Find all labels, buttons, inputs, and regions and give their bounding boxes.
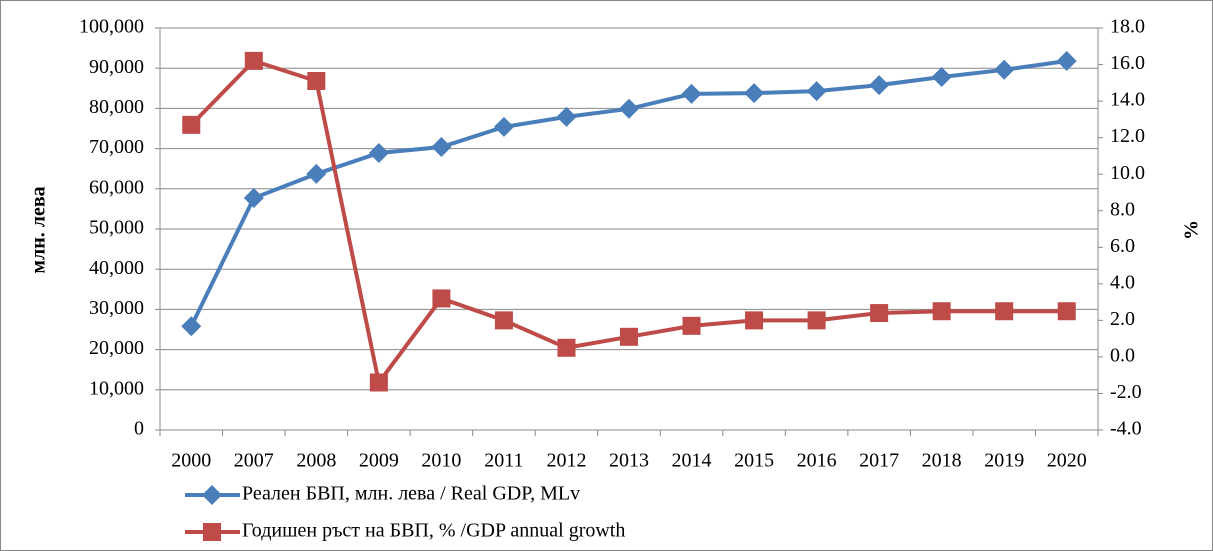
- y-tick-label: 70,000: [89, 136, 144, 158]
- marker: [620, 327, 638, 346]
- y2-tick-label: 18.0: [1110, 16, 1145, 38]
- marker: [431, 136, 452, 157]
- marker: [181, 316, 202, 337]
- y-tick-label: 60,000: [89, 176, 144, 198]
- marker: [994, 59, 1015, 80]
- legend-label: Реален БВП, млн. лева / Real GDP, MLv: [242, 483, 580, 505]
- marker: [931, 67, 952, 88]
- x-tick-label: 2018: [922, 450, 962, 472]
- y-tick-label: 20,000: [89, 337, 144, 359]
- x-tick-label: 2008: [296, 450, 336, 472]
- y2-tick-label: 8.0: [1110, 198, 1135, 220]
- y2-tick-label: 14.0: [1110, 89, 1145, 111]
- x-tick-label: 2016: [797, 450, 837, 472]
- y-tick-label: 90,000: [89, 56, 144, 78]
- x-tick-label: 2015: [734, 450, 774, 472]
- y2-tick-label: -4.0: [1110, 418, 1142, 440]
- marker: [493, 116, 514, 137]
- y-tick-label: 30,000: [89, 297, 144, 319]
- y2-tick-label: 6.0: [1110, 235, 1135, 257]
- y-tick-label: 10,000: [89, 377, 144, 399]
- x-tick-label: 2012: [546, 450, 586, 472]
- y2-tick-label: 2.0: [1110, 308, 1135, 330]
- x-tick-label: 2017: [859, 450, 899, 472]
- y2-axis-title: %: [1181, 220, 1203, 240]
- legend-marker: [202, 485, 222, 505]
- x-tick-label: 2000: [171, 450, 211, 472]
- x-tick-label: 2010: [421, 450, 461, 472]
- legend-marker: [203, 523, 221, 541]
- x-tick-label: 2013: [609, 450, 649, 472]
- x-tick-label: 2007: [234, 450, 274, 472]
- marker: [745, 311, 764, 330]
- marker: [369, 373, 388, 392]
- y-tick-label: 80,000: [89, 96, 144, 118]
- marker: [368, 143, 389, 164]
- y2-tick-label: 16.0: [1110, 52, 1145, 74]
- marker: [682, 316, 701, 335]
- y-tick-label: 0: [134, 418, 144, 440]
- marker: [869, 75, 890, 96]
- x-tick-label: 2019: [984, 450, 1024, 472]
- y2-tick-label: 12.0: [1110, 125, 1145, 147]
- marker: [494, 311, 513, 330]
- marker: [995, 302, 1014, 321]
- x-tick-label: 2014: [672, 450, 712, 472]
- marker: [806, 81, 827, 102]
- marker: [306, 163, 327, 184]
- marker: [807, 311, 826, 330]
- x-tick-label: 2020: [1047, 450, 1087, 472]
- marker: [1057, 302, 1076, 321]
- marker: [932, 302, 951, 321]
- y2-tick-label: -2.0: [1110, 381, 1142, 403]
- x-tick-label: 2011: [484, 450, 523, 472]
- marker: [557, 338, 576, 357]
- y2-tick-label: 0.0: [1110, 345, 1135, 367]
- y2-tick-label: 10.0: [1110, 162, 1145, 184]
- marker: [182, 115, 201, 134]
- marker: [307, 71, 326, 90]
- y-tick-label: 40,000: [89, 257, 144, 279]
- marker: [243, 188, 264, 209]
- marker: [870, 304, 889, 323]
- marker: [619, 98, 639, 119]
- y-tick-label: 100,000: [79, 16, 144, 38]
- y-axis-title: млн. лева: [28, 186, 50, 273]
- marker: [244, 51, 263, 70]
- marker: [1056, 50, 1077, 71]
- marker: [556, 106, 577, 127]
- legend-label: Годишен ръст на БВП, % /GDP annual growt…: [242, 520, 625, 542]
- marker: [681, 83, 702, 104]
- y2-tick-label: 4.0: [1110, 271, 1135, 293]
- y-tick-label: 50,000: [89, 217, 144, 239]
- x-tick-label: 2009: [359, 450, 399, 472]
- marker: [744, 83, 765, 104]
- marker: [432, 289, 451, 308]
